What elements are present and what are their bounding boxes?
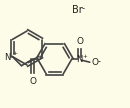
Text: Br: Br bbox=[72, 5, 83, 15]
Text: O: O bbox=[76, 37, 83, 46]
Text: N: N bbox=[77, 55, 83, 64]
Text: -: - bbox=[97, 57, 100, 66]
Text: -: - bbox=[82, 4, 85, 13]
Text: O: O bbox=[92, 58, 99, 67]
Text: +: + bbox=[13, 51, 18, 56]
Text: +: + bbox=[82, 54, 87, 59]
Text: O: O bbox=[29, 77, 36, 86]
Text: N: N bbox=[4, 53, 10, 62]
